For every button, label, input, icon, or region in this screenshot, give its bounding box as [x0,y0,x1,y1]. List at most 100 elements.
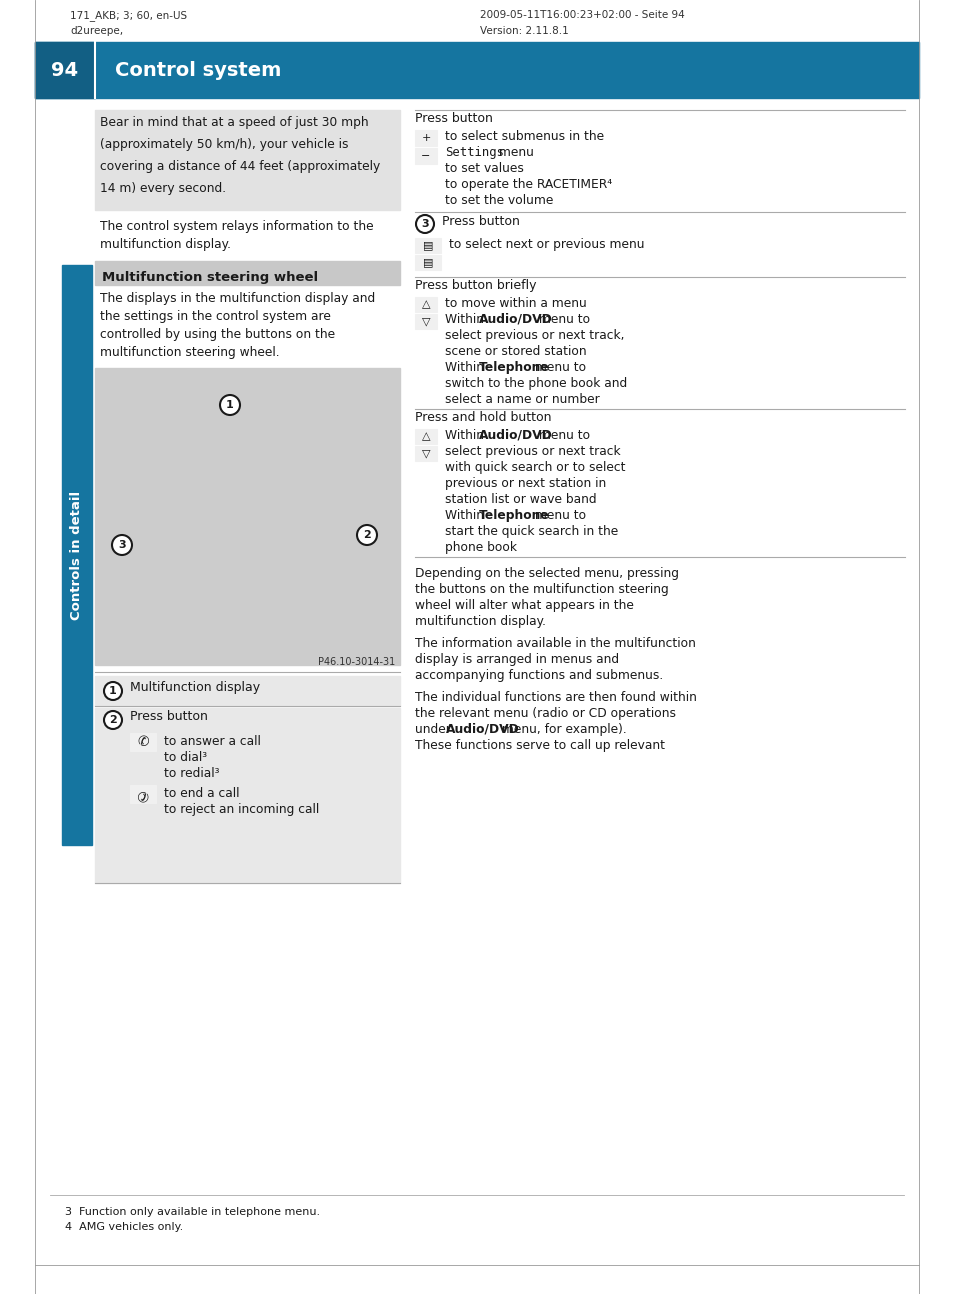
Bar [95,675,399,707]
Text: menu to: menu to [535,430,590,443]
Text: to reject an incoming call: to reject an incoming call [164,804,319,817]
Text: These functions serve to call up relevant: These functions serve to call up relevan… [415,739,664,752]
Text: controlled by using the buttons on the: controlled by using the buttons on the [100,327,335,342]
Circle shape [356,525,376,545]
Circle shape [416,215,434,233]
Text: d2ureepe,: d2ureepe, [70,26,123,36]
Bar [62,265,91,845]
Text: the buttons on the multifunction steering: the buttons on the multifunction steerin… [415,584,668,597]
Bar [415,430,436,444]
Bar [415,446,436,461]
Text: with quick search or to select: with quick search or to select [444,461,625,474]
Text: under: under [415,723,455,736]
Text: menu to: menu to [531,361,585,374]
Text: menu to: menu to [535,313,590,326]
Text: to answer a call: to answer a call [164,735,260,748]
Text: 14 m) every second.: 14 m) every second. [100,182,226,195]
Bar [415,255,440,270]
Bar [415,298,436,312]
Text: Audio/DVD: Audio/DVD [478,313,552,326]
Text: The individual functions are then found within: The individual functions are then found … [415,691,696,704]
Bar [95,110,399,210]
Text: Multifunction steering wheel: Multifunction steering wheel [102,270,317,283]
Text: (approximately 50 km/h), your vehicle is: (approximately 50 km/h), your vehicle is [100,138,348,151]
Bar [95,708,399,883]
Text: 2: 2 [109,716,117,725]
Text: 1: 1 [109,686,117,696]
Text: ✆: ✆ [137,735,149,749]
Bar [130,732,156,751]
Text: Audio/DVD: Audio/DVD [445,723,518,736]
Text: select a name or number: select a name or number [444,393,599,406]
Text: The displays in the multifunction display and: The displays in the multifunction displa… [100,292,375,305]
Text: accompanying functions and submenus.: accompanying functions and submenus. [415,669,662,682]
Text: previous or next station in: previous or next station in [444,477,605,490]
Text: The information available in the multifunction: The information available in the multifu… [415,637,695,650]
Text: to select submenus in the: to select submenus in the [444,129,603,144]
Text: select previous or next track: select previous or next track [444,445,620,458]
Text: Within: Within [444,430,487,443]
Text: Within: Within [444,361,487,374]
Text: to move within a menu: to move within a menu [444,298,586,311]
Text: Press and hold button: Press and hold button [415,411,551,424]
Text: scene or stored station: scene or stored station [444,345,586,358]
Circle shape [112,534,132,555]
Text: 2: 2 [363,531,371,540]
Text: multifunction steering wheel.: multifunction steering wheel. [100,345,279,358]
Text: multifunction display.: multifunction display. [100,238,231,251]
Text: The control system relays information to the: The control system relays information to… [100,220,374,233]
Text: 94: 94 [51,61,78,79]
Text: +: + [421,133,430,144]
Circle shape [220,395,240,415]
Text: start the quick search in the: start the quick search in the [444,525,618,538]
Text: Press button: Press button [130,710,208,723]
Text: station list or wave band: station list or wave band [444,493,596,506]
Text: Controls in detail: Controls in detail [71,490,84,620]
Text: to operate the RACETIMER⁴: to operate the RACETIMER⁴ [444,179,612,192]
Text: 4  AMG vehicles only.: 4 AMG vehicles only. [65,1222,183,1232]
Bar [95,261,399,285]
Text: wheel will alter what appears in the: wheel will alter what appears in the [415,599,633,612]
Text: the relevant menu (radio or CD operations: the relevant menu (radio or CD operation… [415,707,676,719]
Text: to redial³: to redial³ [164,767,219,780]
Bar [35,41,918,98]
Text: multifunction display.: multifunction display. [415,615,545,628]
Text: ✆: ✆ [137,787,149,801]
Text: ▤: ▤ [422,258,433,268]
Bar [35,41,95,98]
Text: Within: Within [444,313,487,326]
Text: ▽: ▽ [421,317,430,326]
Text: menu, for example).: menu, for example). [497,723,626,736]
Text: −: − [421,151,430,160]
Text: 1: 1 [226,400,233,410]
Text: Audio/DVD: Audio/DVD [478,430,552,443]
Text: Press button: Press button [415,113,493,126]
Text: phone book: phone book [444,541,517,554]
Text: 3: 3 [118,540,126,550]
Text: menu: menu [495,146,534,159]
Text: Settings: Settings [444,146,503,159]
Text: switch to the phone book and: switch to the phone book and [444,377,626,389]
Bar [415,238,440,254]
Text: ▤: ▤ [422,241,433,251]
Text: 171_AKB; 3; 60, en-US: 171_AKB; 3; 60, en-US [70,10,187,21]
Text: 3  Function only available in telephone menu.: 3 Function only available in telephone m… [65,1207,320,1216]
Text: Within: Within [444,509,487,521]
Text: to set values: to set values [444,162,523,175]
Text: 2009-05-11T16:00:23+02:00 - Seite 94: 2009-05-11T16:00:23+02:00 - Seite 94 [479,10,684,19]
Text: to select next or previous menu: to select next or previous menu [449,238,644,251]
Circle shape [104,710,122,729]
Text: Depending on the selected menu, pressing: Depending on the selected menu, pressing [415,567,679,580]
Text: covering a distance of 44 feet (approximately: covering a distance of 44 feet (approxim… [100,160,380,173]
Bar [95,367,399,665]
Text: to dial³: to dial³ [164,751,207,763]
Text: to end a call: to end a call [164,787,239,800]
Text: the settings in the control system are: the settings in the control system are [100,311,331,324]
Circle shape [104,682,122,700]
Text: Multifunction display: Multifunction display [130,681,260,694]
Text: to set the volume: to set the volume [444,194,553,207]
Text: Telephone: Telephone [478,361,549,374]
Text: display is arranged in menus and: display is arranged in menus and [415,653,618,666]
Text: 3: 3 [420,219,428,229]
Text: Telephone: Telephone [478,509,549,521]
